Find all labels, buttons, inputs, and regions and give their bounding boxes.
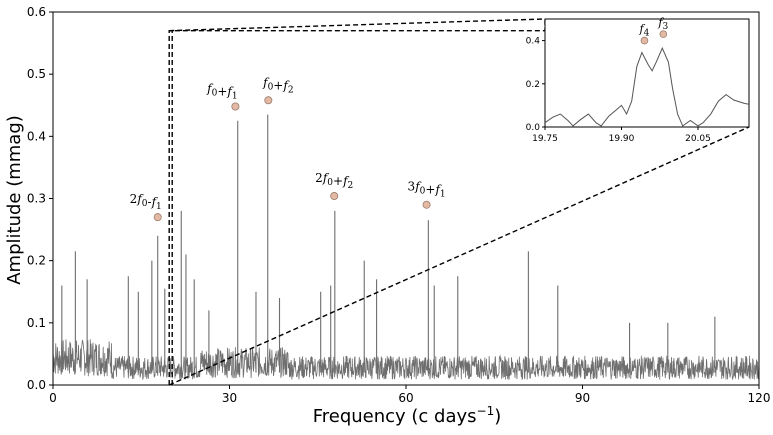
annotation-label: 2f0+f2 [315,171,353,191]
zoom-connector-bottom [168,126,750,386]
main-plot: 0 30 60 90 120 0.0 0.1 0.2 0.3 0.4 0.5 0.6 2f0-f1 f0+… [27,5,771,405]
inset-marker [659,30,668,38]
annotation-label: 3f0+f1 [408,180,446,200]
annotation-marker [231,102,240,111]
inset-marker [640,36,649,45]
inset-curve [544,46,750,127]
inset-frame [544,18,750,128]
inset-x-tick-label: 19.90 [609,134,635,144]
inset-y-tick-label: 0.4 [526,37,541,47]
annotation-label: 2f0-f1 [130,192,162,212]
y-tick-label: 0.4 [27,129,46,143]
x-tick-label: 0 [49,391,57,405]
inset-y-tick-label: 0.0 [526,123,541,133]
y-tick-label: 0.6 [27,5,46,19]
x-tick-label: 60 [398,391,413,405]
x-tick-label: 120 [748,391,771,405]
x-tick-label: 30 [222,391,237,405]
y-tick-label: 0.5 [27,67,46,81]
y-tick-label: 0.3 [27,192,46,206]
y-tick-label: 0.0 [27,378,46,392]
annotation-label: f0+f2 [262,75,293,95]
inset-annotation-label: f3 [657,16,668,32]
noise-series [52,339,760,381]
x-axis-title: Frequency (c days−1) [313,404,502,427]
y-tick-label: 0.1 [27,316,46,330]
inset-y-tick-label: 0.2 [526,80,540,90]
x-tick-label: 90 [575,391,590,405]
annotation-marker [153,213,162,222]
inset-plot: 19.75 19.90 20.05 0.0 0.2 0.4 f4 f3 [526,16,750,144]
inset-x-tick-label: 20.05 [685,134,711,144]
annotation-marker [422,200,431,209]
y-tick-label: 0.2 [27,254,46,268]
zoom-connector-lines [168,18,750,386]
zoom-box-edge [168,19,546,385]
zoom-connector-top [169,18,546,32]
inset-x-tick-label: 19.75 [532,134,558,144]
annotation-marker [264,96,273,105]
y-axis-title: Amplitude (mmag) [4,115,25,285]
annotation-marker [330,192,339,201]
inset-annotation-label: f4 [639,23,650,39]
annotation-label: f0+f1 [206,81,237,101]
